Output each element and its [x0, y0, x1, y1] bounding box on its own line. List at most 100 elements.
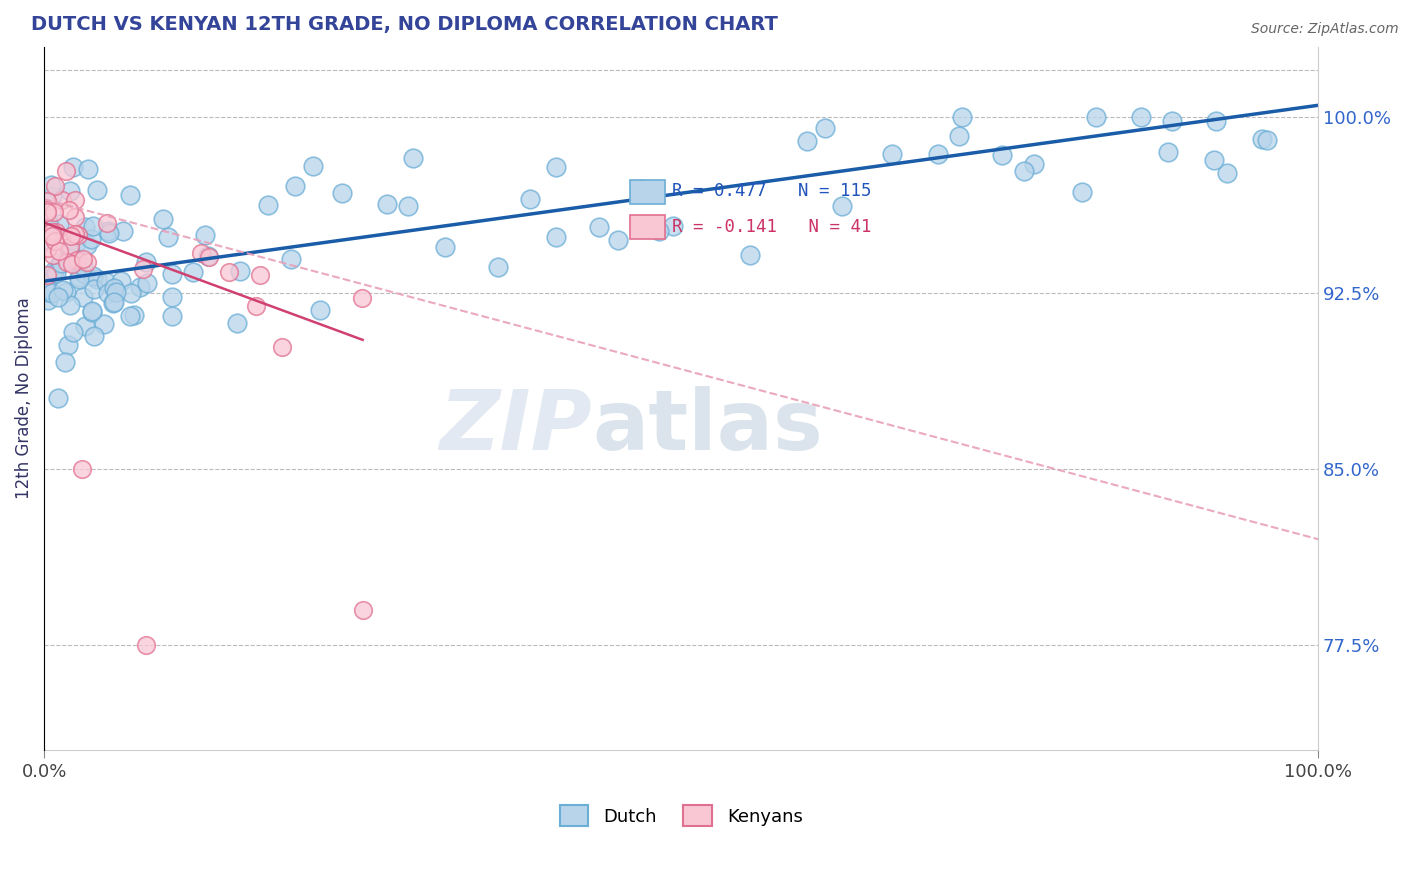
Point	[39, 178, 62, 192]
Point	[229, 264, 252, 278]
Point	[44, 178, 66, 193]
Point	[76, 238, 98, 252]
Point	[135, 255, 157, 269]
Point	[37, 233, 59, 247]
Point	[948, 128, 970, 143]
Point	[58, 202, 80, 217]
Point	[82, 219, 104, 233]
Point	[245, 299, 267, 313]
Point	[160, 309, 183, 323]
Point	[927, 146, 949, 161]
Point	[73, 318, 96, 333]
Point	[42, 267, 65, 281]
Point	[37, 226, 59, 240]
Point	[83, 329, 105, 343]
Text: R = -0.141   N = 41: R = -0.141 N = 41	[672, 218, 872, 235]
Point	[1216, 166, 1239, 180]
Point	[42, 264, 65, 278]
Point	[96, 224, 118, 238]
Point	[103, 295, 125, 310]
FancyBboxPatch shape	[630, 216, 665, 239]
Point	[86, 272, 108, 286]
Point	[37, 216, 59, 230]
Point	[35, 268, 58, 282]
Point	[58, 252, 80, 266]
Point	[738, 248, 761, 262]
Point	[44, 234, 66, 248]
Point	[129, 280, 152, 294]
Point	[814, 121, 837, 136]
Point	[37, 233, 59, 247]
Point	[519, 192, 541, 206]
Point	[72, 260, 94, 274]
Point	[66, 253, 89, 268]
Point	[1130, 110, 1153, 124]
Point	[103, 281, 125, 295]
Point	[35, 202, 58, 217]
Point	[197, 249, 219, 263]
Point	[831, 199, 853, 213]
Point	[35, 194, 58, 208]
Point	[37, 241, 59, 255]
Point	[94, 275, 117, 289]
Point	[662, 219, 685, 233]
Point	[45, 225, 67, 239]
Point	[332, 186, 354, 200]
Point	[118, 309, 141, 323]
Point	[37, 285, 59, 299]
Point	[352, 602, 374, 616]
Point	[55, 164, 77, 178]
Point	[120, 285, 142, 300]
Point	[352, 291, 374, 305]
Point	[183, 265, 205, 279]
FancyBboxPatch shape	[630, 180, 665, 203]
Point	[80, 232, 103, 246]
Point	[488, 260, 510, 275]
Point	[950, 110, 973, 124]
Point	[284, 178, 307, 193]
Point	[1161, 114, 1184, 128]
Point	[82, 269, 104, 284]
Point	[157, 230, 180, 244]
Point	[59, 298, 82, 312]
Point	[62, 325, 84, 339]
Point	[51, 193, 73, 207]
Point	[44, 205, 66, 219]
Point	[256, 198, 278, 212]
Point	[546, 160, 568, 174]
Point	[35, 205, 58, 219]
Point	[76, 255, 98, 269]
Point	[1251, 132, 1274, 146]
Point	[60, 257, 83, 271]
Point	[63, 193, 86, 207]
Point	[42, 248, 65, 262]
Point	[396, 199, 419, 213]
Point	[52, 283, 75, 297]
Point	[280, 252, 302, 266]
Point	[48, 244, 70, 258]
Point	[93, 318, 115, 332]
Point	[225, 316, 247, 330]
Point	[48, 218, 70, 232]
Text: ZIP: ZIP	[439, 386, 592, 467]
Point	[111, 224, 134, 238]
Point	[190, 245, 212, 260]
Point	[104, 285, 127, 299]
Point	[152, 212, 174, 227]
Point	[73, 219, 96, 234]
Point	[648, 224, 671, 238]
Point	[880, 147, 903, 161]
Point	[630, 182, 652, 196]
Point	[301, 159, 323, 173]
Point	[41, 286, 63, 301]
Point	[270, 340, 292, 354]
Point	[120, 187, 142, 202]
Point	[49, 256, 72, 270]
Point	[45, 266, 67, 280]
Text: DUTCH VS KENYAN 12TH GRADE, NO DIPLOMA CORRELATION CHART: DUTCH VS KENYAN 12TH GRADE, NO DIPLOMA C…	[31, 15, 779, 34]
Point	[35, 204, 58, 219]
Point	[308, 303, 330, 318]
Point	[160, 290, 183, 304]
Point	[37, 282, 59, 296]
Point	[96, 216, 118, 230]
